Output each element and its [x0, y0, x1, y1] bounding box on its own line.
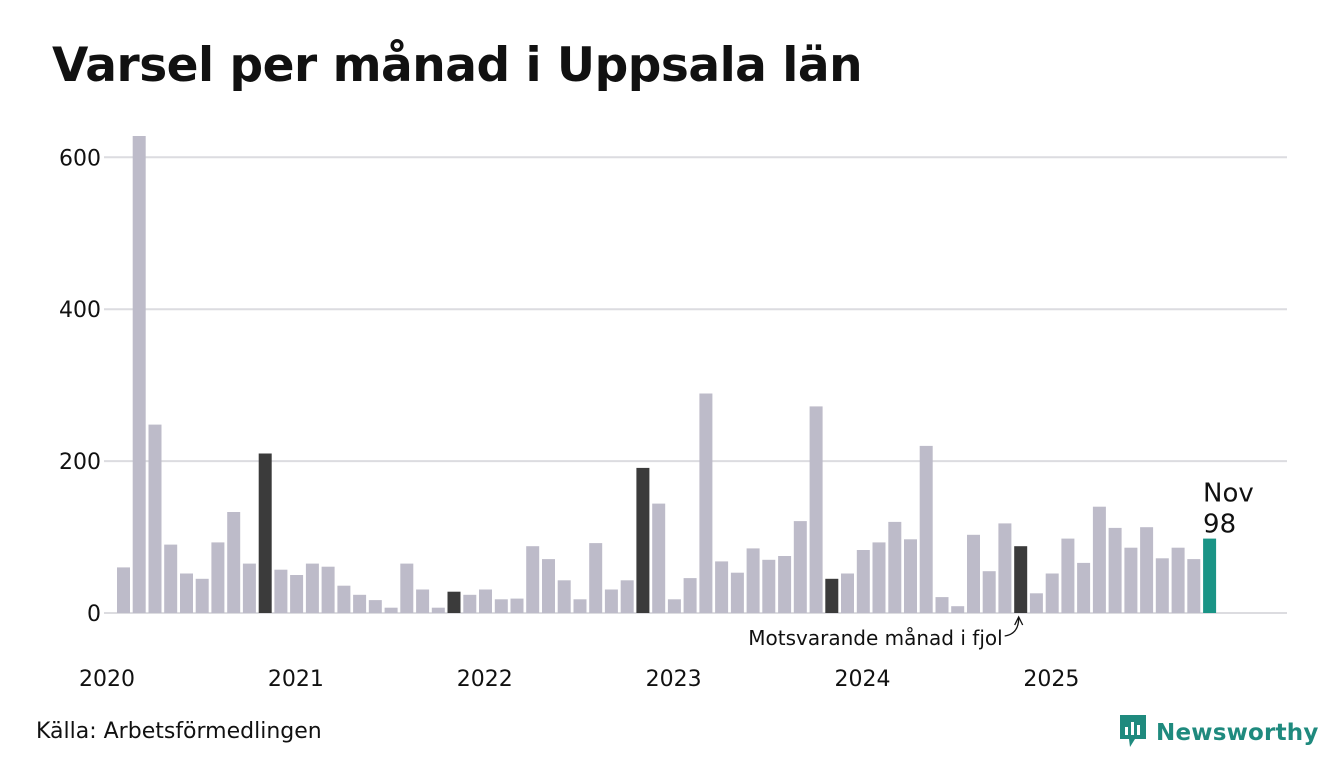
bar — [463, 594, 477, 613]
bar — [762, 559, 776, 613]
chart-title: Varsel per månad i Uppsala län — [52, 38, 863, 93]
bar — [195, 578, 209, 613]
bar — [1014, 546, 1028, 613]
source-label: Källa: Arbetsförmedlingen — [36, 719, 322, 744]
bar — [557, 580, 571, 613]
bar — [510, 598, 524, 613]
annotation-arrow — [1004, 617, 1020, 637]
bar — [290, 575, 304, 613]
bar — [1203, 538, 1217, 613]
bar — [935, 597, 949, 613]
bar — [856, 550, 870, 613]
bar — [683, 578, 697, 613]
bar — [242, 563, 256, 613]
bar — [1077, 562, 1091, 613]
bar — [447, 591, 461, 613]
x-tick-label: 2022 — [457, 667, 513, 692]
bar — [982, 571, 996, 613]
bar — [888, 521, 902, 613]
bar — [132, 136, 146, 613]
annotation-text: Motsvarande månad i fjol — [748, 626, 1002, 650]
bar — [1092, 506, 1106, 613]
bars — [117, 136, 1217, 613]
bar — [416, 589, 430, 613]
bar — [825, 578, 839, 613]
y-axis-ticks: 0 200 400 600 — [59, 146, 101, 627]
bar — [211, 542, 225, 613]
bar — [967, 534, 980, 613]
bar — [494, 599, 508, 613]
bar — [667, 599, 681, 613]
bar — [730, 572, 744, 613]
bar — [746, 548, 760, 613]
bar — [180, 573, 193, 613]
bar — [636, 467, 650, 613]
bar — [479, 589, 492, 613]
newsworthy-name: Newsworthy — [1156, 720, 1319, 746]
bar — [431, 607, 445, 613]
x-tick-label: 2024 — [835, 667, 891, 692]
bar — [1045, 573, 1059, 613]
bar — [699, 393, 713, 613]
bar — [904, 539, 917, 613]
bar — [227, 512, 241, 613]
bar — [526, 546, 540, 613]
bar — [258, 453, 272, 613]
bar — [715, 561, 729, 613]
bar — [542, 559, 555, 613]
bar — [1155, 558, 1169, 613]
bar — [1029, 593, 1043, 613]
y-tick-label: 600 — [59, 146, 101, 171]
y-tick-label: 200 — [59, 450, 101, 475]
bar — [400, 563, 414, 613]
x-axis-year-labels: 2020 2021 2022 2023 2024 2025 — [79, 667, 1079, 692]
annotation-arrowhead — [1014, 615, 1024, 626]
bar — [274, 569, 288, 613]
newsworthy-logo-icon — [1118, 713, 1148, 753]
bar — [793, 521, 807, 613]
bar — [305, 563, 319, 613]
bar — [1108, 527, 1122, 613]
bar — [872, 542, 886, 613]
bar — [337, 585, 351, 613]
bar — [841, 573, 854, 613]
x-tick-label: 2025 — [1023, 667, 1079, 692]
bar — [951, 606, 965, 613]
bar — [998, 523, 1012, 613]
y-tick-label: 0 — [87, 602, 101, 627]
bar — [1124, 547, 1138, 613]
bar — [1171, 547, 1185, 613]
bar — [148, 424, 162, 613]
bar — [604, 589, 618, 613]
bar — [589, 543, 603, 613]
bar — [919, 445, 933, 613]
last-month-label: Nov — [1203, 479, 1254, 509]
x-tick-label: 2021 — [268, 667, 324, 692]
bar — [573, 599, 587, 613]
x-tick-label: 2020 — [79, 667, 135, 692]
bar — [652, 503, 666, 613]
bar — [1140, 527, 1154, 613]
last-value-label: 98 — [1203, 510, 1236, 540]
bar — [620, 580, 634, 613]
y-tick-label: 400 — [59, 298, 101, 323]
newsworthy-brand[interactable]: Newsworthy — [1118, 713, 1319, 753]
bar — [368, 600, 382, 613]
bar — [384, 607, 398, 613]
bar — [164, 544, 178, 613]
bar — [1061, 538, 1075, 613]
x-tick-label: 2023 — [646, 667, 702, 692]
bar — [321, 566, 335, 613]
bar — [1187, 559, 1201, 613]
bar — [778, 556, 792, 613]
bar — [117, 567, 130, 613]
bar — [809, 406, 823, 613]
bar — [353, 594, 367, 613]
